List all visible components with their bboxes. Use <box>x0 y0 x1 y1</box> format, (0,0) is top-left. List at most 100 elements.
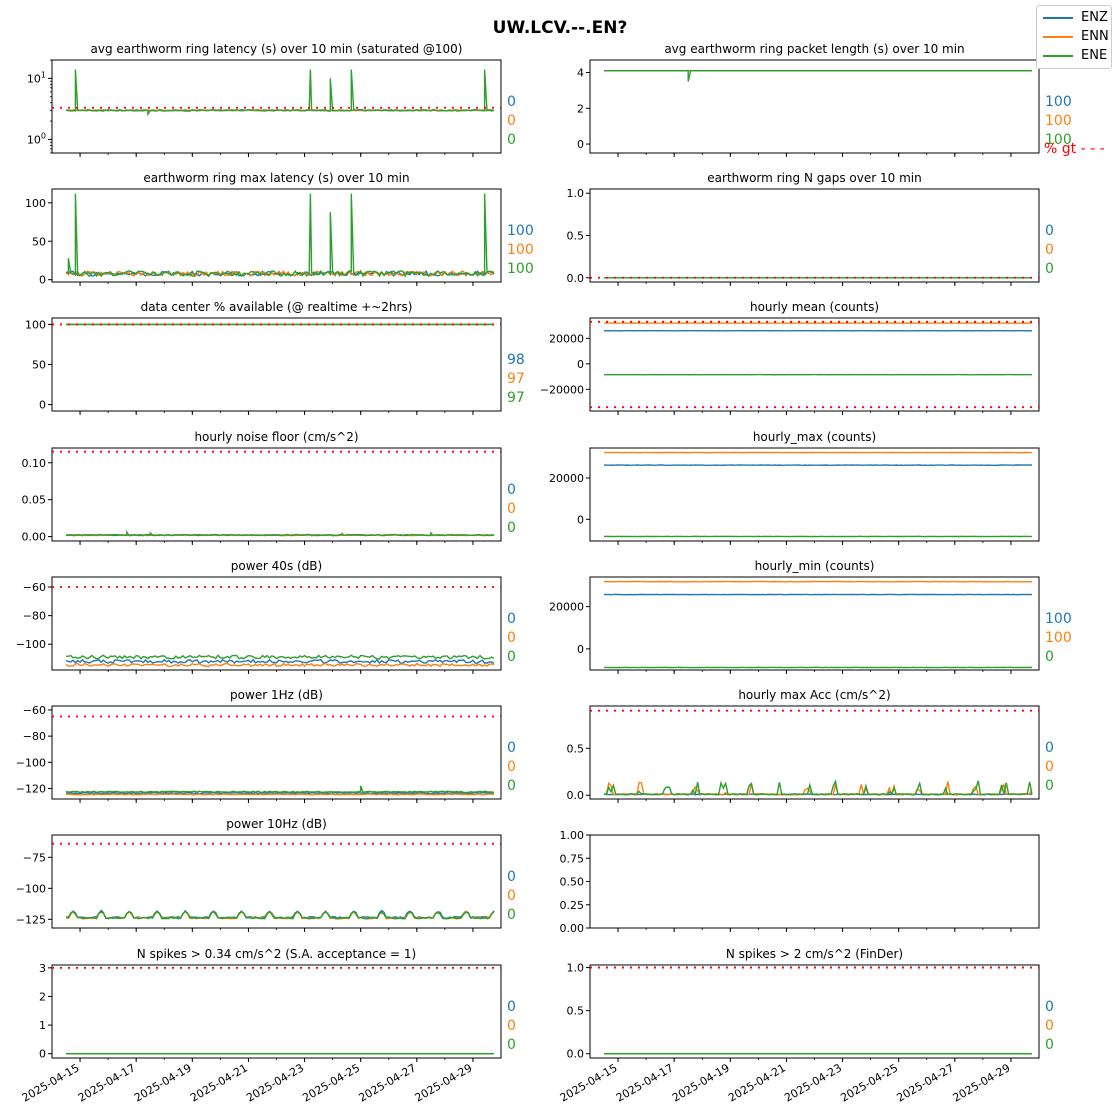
side-value: 0 <box>1045 223 1054 239</box>
axes-frame <box>51 705 502 800</box>
legend-swatch <box>1043 36 1073 38</box>
side-value: 0 <box>507 1037 516 1053</box>
y-tick-label: −20000 <box>540 383 584 396</box>
y-tick-label: −125 <box>16 913 46 926</box>
side-value: 0 <box>507 759 516 775</box>
y-tick-label: 0.75 <box>560 852 585 865</box>
subplot-title: N spikes > 2 cm/s^2 (FinDer) <box>726 947 903 961</box>
y-tick-label: 20000 <box>549 472 584 485</box>
y-tick-label: 2 <box>577 102 584 115</box>
x-tick-label: 2025-04-29 <box>413 1061 475 1104</box>
axes-frame <box>589 317 1040 412</box>
y-tick-label: −80 <box>23 610 46 623</box>
subplot-title: data center % available (@ realtime +~2h… <box>141 300 413 314</box>
axes-frame <box>589 705 1040 800</box>
x-tick-label: 2025-04-27 <box>894 1061 956 1104</box>
x-tick-label: 2025-04-15 <box>558 1061 620 1104</box>
series-line-ene <box>65 910 495 920</box>
side-value: 0 <box>1045 740 1054 756</box>
side-value: 0 <box>507 649 516 665</box>
series-line-ene <box>65 193 495 278</box>
legend-item-enn: ENN <box>1043 28 1113 46</box>
side-value: 0 <box>507 740 516 756</box>
axes-frame <box>589 576 1040 671</box>
y-tick-label: 0.5 <box>567 742 585 755</box>
y-tick-label: 0.5 <box>567 1005 585 1018</box>
side-value: 0 <box>507 888 516 904</box>
y-tick-label: 20000 <box>549 601 584 614</box>
series-group <box>52 966 501 1055</box>
y-tick-label: 50 <box>32 359 46 372</box>
x-tick-label: 2025-04-29 <box>951 1061 1013 1104</box>
y-tick-label: −100 <box>16 638 46 651</box>
subplot-title: hourly mean (counts) <box>750 300 879 314</box>
subplot-title: hourly noise floor (cm/s^2) <box>194 430 358 444</box>
side-value: 0 <box>1045 1037 1054 1053</box>
legend-item-enz: ENZ <box>1043 9 1113 27</box>
side-value: 0 <box>1045 1018 1054 1034</box>
side-value: 0 <box>1045 759 1054 775</box>
x-tick-label: 2025-04-21 <box>188 1061 250 1104</box>
y-tick-label: 101 <box>27 70 46 85</box>
side-value: 100 <box>1045 630 1072 646</box>
y-tick-label: 0 <box>39 274 46 287</box>
axes-frame <box>589 834 1040 929</box>
y-tick-label: −100 <box>16 756 46 769</box>
series-line-enn <box>65 662 495 668</box>
y-tick-label: −75 <box>23 851 46 864</box>
series-group <box>590 966 1039 1055</box>
series-group <box>603 451 1033 538</box>
side-value: 0 <box>507 482 516 498</box>
y-tick-label: 1 <box>39 1019 46 1032</box>
axes-frame <box>51 317 502 412</box>
axes-frame <box>589 59 1040 154</box>
y-tick-label: −60 <box>23 704 46 717</box>
y-tick-label: 2 <box>39 990 46 1003</box>
y-tick-label: 20000 <box>549 332 584 345</box>
y-tick-label: 0 <box>577 513 584 526</box>
legend-swatch <box>1043 17 1073 19</box>
subplot-title: earthworm ring max latency (s) over 10 m… <box>143 171 409 185</box>
side-value: 0 <box>507 520 516 536</box>
subplot-title: power 10Hz (dB) <box>226 817 327 831</box>
y-tick-label: −60 <box>23 581 46 594</box>
x-tick-label: 2025-04-25 <box>838 1061 900 1104</box>
subplot-title: power 1Hz (dB) <box>230 688 323 702</box>
side-value: 0 <box>507 113 516 129</box>
side-value: 100 <box>1045 132 1072 148</box>
y-tick-label: 0 <box>577 138 584 151</box>
side-value: 100 <box>1045 611 1072 627</box>
x-tick-label: 2025-04-21 <box>726 1061 788 1104</box>
y-tick-label: 0.10 <box>22 457 47 470</box>
y-tick-label: 0.0 <box>567 1048 585 1061</box>
y-tick-label: 100 <box>27 131 46 146</box>
axes-frame <box>589 188 1040 283</box>
y-tick-label: 1.0 <box>567 187 585 200</box>
side-value: 0 <box>507 907 516 923</box>
series-group <box>590 709 1039 797</box>
subplot-title: earthworm ring N gaps over 10 min <box>707 171 921 185</box>
y-tick-label: 0 <box>577 358 584 371</box>
x-tick-label: 2025-04-27 <box>356 1061 418 1104</box>
side-value: 98 <box>507 352 525 368</box>
subplot-title: avg earthworm ring latency (s) over 10 m… <box>91 42 463 56</box>
series-group <box>603 580 1033 669</box>
y-tick-label: 1.00 <box>560 829 585 842</box>
side-value: 0 <box>507 630 516 646</box>
y-tick-label: 0 <box>577 643 584 656</box>
x-tick-label: 2025-04-17 <box>614 1061 676 1104</box>
side-value: 0 <box>507 778 516 794</box>
y-tick-label: 3 <box>39 962 46 975</box>
series-line-ene <box>65 785 495 794</box>
series-line-ene <box>65 69 495 117</box>
side-value: 0 <box>507 999 516 1015</box>
y-tick-label: 0.00 <box>560 922 585 935</box>
side-value: 0 <box>1045 242 1054 258</box>
legend-label: ENN <box>1081 29 1109 44</box>
subplot-title: hourly_max (counts) <box>753 430 876 444</box>
side-value: 100 <box>1045 113 1072 129</box>
legend: ENZ ENN ENE <box>1036 5 1112 69</box>
side-value: 0 <box>507 611 516 627</box>
y-tick-label: 0 <box>39 1048 46 1061</box>
subplot-title: hourly_min (counts) <box>755 559 875 573</box>
